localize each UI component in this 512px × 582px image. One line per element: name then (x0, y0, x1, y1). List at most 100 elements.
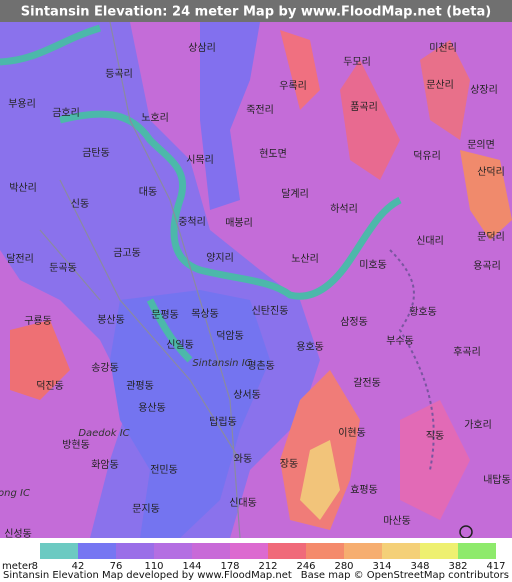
lowland (200, 22, 260, 210)
place-label: 노호리 (141, 112, 169, 124)
highland (340, 60, 400, 180)
place-label: 상삼리 (188, 42, 216, 54)
place-label: 구룡동 (24, 315, 52, 327)
highland (280, 30, 320, 110)
place-label: 미호동 (359, 259, 387, 271)
place-label: 등곡리 (105, 68, 133, 80)
place-label: 관평동 (126, 380, 154, 392)
place-label: 매봉리 (225, 217, 253, 229)
place-label: 목상동 (191, 308, 219, 320)
place-label: 전민동 (150, 464, 178, 476)
place-label: 내탑동 (483, 474, 511, 486)
legend-swatch (192, 543, 230, 559)
place-label: 중척리 (178, 216, 206, 228)
highland (300, 440, 340, 520)
place-label: 후곡리 (453, 346, 481, 358)
place-label: 용곡리 (473, 260, 501, 272)
place-label: 금탄동 (82, 147, 110, 159)
place-label: 죽전리 (246, 104, 274, 116)
place-label: 신대리 (416, 235, 444, 247)
highland (420, 40, 470, 140)
place-label: 신성동 (4, 528, 32, 540)
place-label: 장동 (280, 458, 298, 470)
place-label: 두모리 (343, 56, 371, 68)
place-label: 용산동 (138, 402, 166, 414)
place-label: 상서동 (233, 389, 261, 401)
legend: meter 8 42 76 110 144 178 212 246 280 314 348 382 417 (0, 538, 512, 582)
place-label: 가호리 (464, 419, 492, 431)
legend-swatch (306, 543, 344, 559)
legend-unit: meter (2, 561, 33, 572)
boundary (389, 249, 435, 471)
legend-tick-label: 76 (110, 561, 123, 572)
footer-left: Sintansin Elevation Map developed by www… (3, 570, 292, 581)
place-label: 문덕리 (477, 231, 505, 243)
place-label: 신일동 (166, 339, 194, 351)
place-label: 대동 (139, 186, 157, 198)
legend-tick-label: 144 (182, 561, 201, 572)
place-label: 박산리 (9, 182, 37, 194)
lowland (110, 290, 270, 538)
place-label: 평촌동 (247, 360, 275, 372)
place-label: 우록리 (279, 80, 307, 92)
place-label: 금고동 (113, 247, 141, 259)
legend-tick-label: 178 (220, 561, 239, 572)
place-label: 봉산동 (97, 314, 125, 326)
legend-swatch (382, 543, 420, 559)
place-label: 방현동 (62, 439, 90, 451)
place-label: 용호동 (296, 341, 324, 353)
place-label: 부용리 (8, 98, 36, 110)
legend-tick-label: 110 (144, 561, 163, 572)
place-label: 와동 (234, 453, 252, 465)
place-label: 마산동 (383, 515, 411, 527)
interchange-label: Sintansin IC (192, 358, 251, 369)
place-label: 부수동 (386, 335, 414, 347)
legend-tick-label: 246 (296, 561, 315, 572)
place-label: 양지리 (206, 252, 234, 264)
place-label: 금호리 (52, 107, 80, 119)
place-label: 신대동 (229, 497, 257, 509)
legend-swatch (458, 543, 496, 559)
place-label: 화암동 (91, 459, 119, 471)
legend-swatch (78, 543, 116, 559)
place-label: 현도면 (259, 148, 287, 160)
place-label: 효평동 (350, 484, 378, 496)
place-label: 산덕리 (477, 166, 505, 178)
place-label: 덕진동 (36, 380, 64, 392)
legend-tick-label: 280 (334, 561, 353, 572)
legend-swatch (230, 543, 268, 559)
place-label: 달계리 (281, 188, 309, 200)
place-label: 직동 (426, 430, 444, 442)
place-label: 신탄진동 (252, 305, 289, 317)
place-label: 갈전동 (353, 376, 381, 389)
legend-swatch (344, 543, 382, 559)
road (39, 21, 241, 539)
place-label: 삼정동 (340, 316, 368, 328)
highland (400, 400, 470, 520)
river (0, 24, 402, 363)
legend-tick-label: 42 (72, 561, 85, 572)
place-label: 상장리 (470, 84, 498, 96)
interchange-label: ong IC (0, 488, 30, 499)
legend-tick-label: 348 (410, 561, 429, 572)
legend-tick-label: 314 (372, 561, 391, 572)
legend-tick-label: 212 (258, 561, 277, 572)
highland (10, 320, 70, 400)
place-label: 둔곡동 (49, 262, 77, 274)
place-label: 문의면 (467, 139, 495, 151)
legend-tick-label: 8 (32, 561, 38, 572)
place-label: 덕암동 (216, 330, 244, 342)
title: Sintansin Elevation: 24 meter Map by www… (21, 5, 491, 20)
footer-right: Base map © OpenStreetMap contributors (301, 570, 509, 581)
place-label: 이현동 (338, 427, 366, 439)
place-label: 문산리 (426, 79, 454, 91)
place-label: 문평동 (151, 309, 179, 321)
legend-swatch (154, 543, 192, 559)
place-label: 황호동 (409, 306, 437, 318)
legend-swatch (116, 543, 154, 559)
legend-tick-label: 417 (486, 561, 505, 572)
map (0, 21, 512, 539)
place-label: 노산리 (291, 253, 319, 265)
